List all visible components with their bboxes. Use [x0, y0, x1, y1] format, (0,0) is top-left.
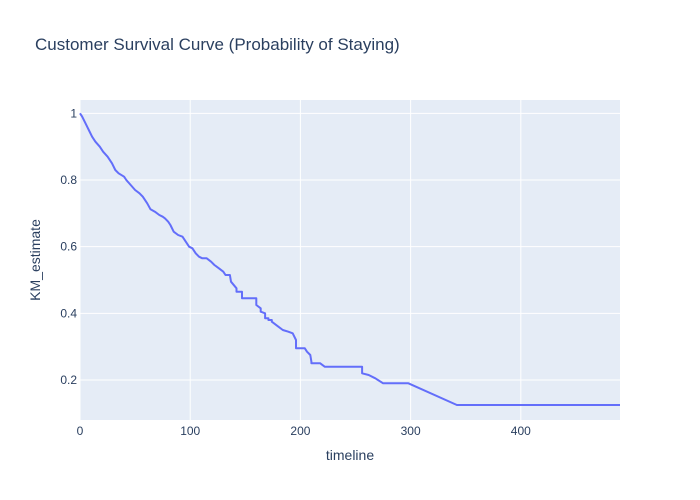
y-tick-label: 0.2	[60, 373, 77, 387]
y-tick-label: 0.4	[60, 306, 77, 320]
y-tick-label: 0.6	[60, 240, 77, 254]
y-axis-title: KM_estimate	[27, 219, 43, 301]
plot-area	[80, 100, 620, 420]
grid-lines	[79, 100, 620, 420]
x-tick-label: 300	[401, 424, 421, 438]
chart-title: Customer Survival Curve (Probability of …	[35, 35, 400, 54]
x-tick-label: 100	[180, 424, 200, 438]
x-tick-label: 200	[290, 424, 310, 438]
x-axis-ticks: 0 100 200 300 400	[77, 424, 531, 438]
y-tick-label: 0.8	[60, 173, 77, 187]
y-axis-ticks: 0.2 0.4 0.6 0.8 1	[60, 106, 77, 387]
y-tick-label: 1	[70, 106, 77, 120]
series-layer	[79, 112, 620, 406]
x-tick-label: 400	[511, 424, 531, 438]
x-tick-label: 0	[77, 424, 84, 438]
survival-line	[79, 112, 620, 406]
x-axis-title: timeline	[326, 447, 374, 463]
